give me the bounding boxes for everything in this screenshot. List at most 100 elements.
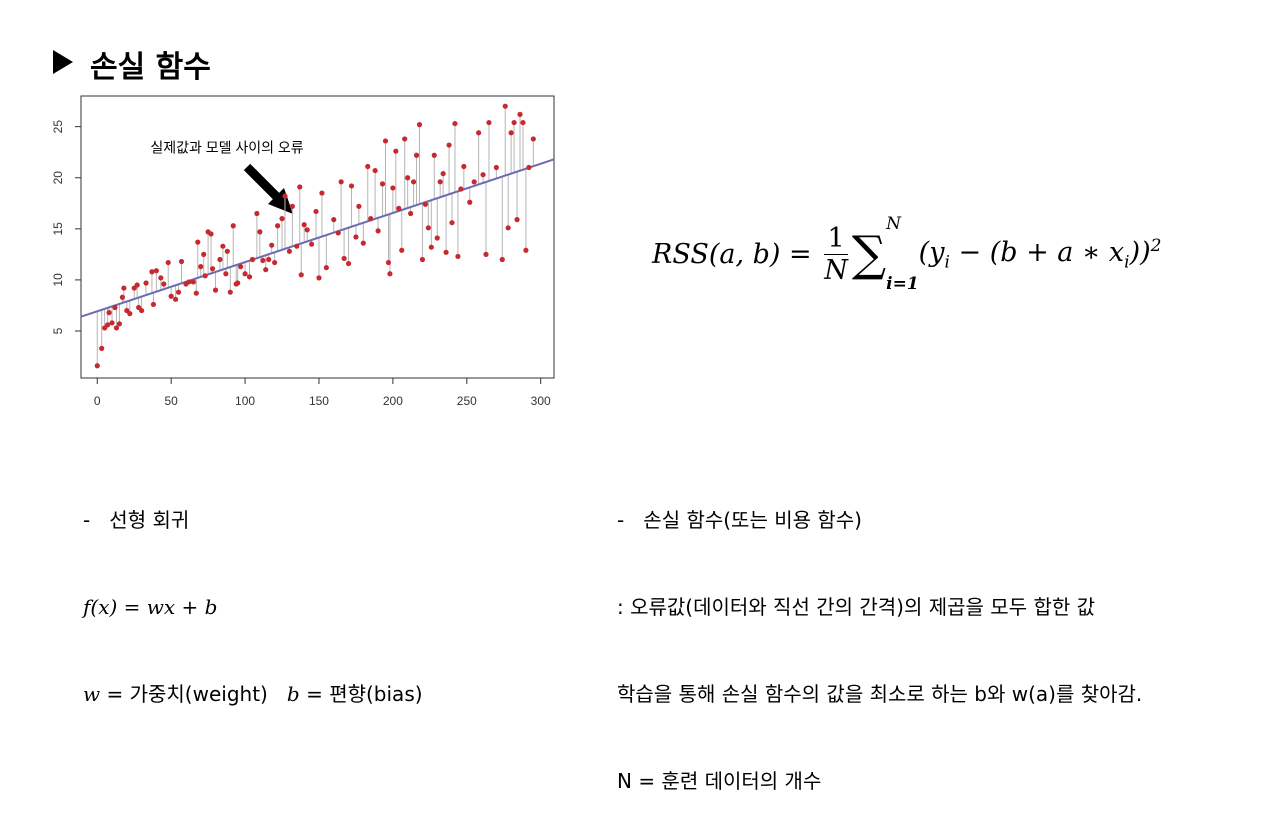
point	[331, 217, 337, 223]
point	[112, 304, 118, 311]
x-tick-label: 150	[309, 394, 329, 408]
point	[301, 222, 307, 228]
point	[399, 247, 405, 253]
y-tick-label: 10	[51, 273, 65, 287]
point	[449, 220, 455, 226]
point	[198, 264, 204, 270]
point	[269, 242, 275, 248]
annotation: 실제값과 모델 사이의 오류	[150, 140, 303, 156]
point	[511, 119, 517, 126]
point	[486, 119, 492, 126]
point	[514, 217, 520, 223]
point	[313, 208, 319, 215]
slide: 실제값과 모델 사이의 오류 0 50 100 150 200 250 300 5 10 15 20…	[51, 50, 1162, 793]
y-tick-label: 20	[51, 171, 65, 185]
point	[499, 256, 505, 263]
point	[396, 205, 402, 211]
point	[178, 258, 185, 265]
x-tick-label: 200	[383, 394, 403, 408]
w-text: = 가중치(weight)	[100, 682, 268, 706]
point	[254, 210, 260, 217]
point	[165, 259, 171, 266]
point	[161, 281, 167, 287]
right-line: : 오류값(데이터와 직선 간의 간격)의 제곱을 모두 합한 값	[617, 595, 1096, 619]
point	[410, 179, 417, 185]
point	[461, 163, 467, 170]
point	[139, 307, 145, 314]
b-symbol: b	[286, 682, 300, 706]
point	[437, 179, 443, 185]
y-tick-label: 5	[51, 327, 65, 334]
point	[393, 148, 399, 154]
point	[113, 325, 120, 331]
point	[316, 275, 322, 281]
point	[263, 267, 269, 273]
x-tick-label: 250	[457, 394, 477, 408]
point	[505, 225, 511, 231]
point	[425, 225, 431, 231]
point	[99, 345, 105, 351]
point	[508, 130, 514, 136]
point	[134, 282, 140, 288]
sigma: ∑	[851, 226, 887, 282]
point	[365, 163, 371, 170]
point	[308, 241, 315, 247]
left-block: - 선형 회귀 f(x) = wx + b w = 가중치(weight) b …	[83, 448, 423, 738]
point	[390, 185, 396, 191]
point	[523, 247, 529, 253]
point	[471, 179, 477, 185]
right-line: 학습을 통해 손실 함수의 값을 최소로 하는 b와 w(a)를 찾아감.	[617, 682, 1143, 706]
x-tick-label: 300	[531, 394, 551, 408]
upper: N	[886, 214, 902, 234]
superscript: 2	[1150, 235, 1162, 256]
point	[294, 243, 300, 249]
point	[119, 294, 125, 300]
right-line: N = 훈련 데이터의 개수	[617, 769, 822, 793]
left-heading: 선형 회귀	[109, 508, 190, 532]
point	[224, 248, 230, 254]
point	[106, 310, 112, 316]
point	[121, 285, 127, 291]
point	[190, 279, 196, 285]
point	[149, 269, 155, 275]
point	[168, 293, 174, 299]
right-block: - 손실 함수(또는 비용 함수) : 오류값(데이터와 직선 간의 간격)의 …	[617, 448, 1142, 825]
point	[173, 296, 179, 302]
numerator: 1	[824, 223, 848, 255]
lower: i=1	[886, 274, 919, 294]
point	[235, 280, 241, 286]
point	[345, 260, 352, 267]
x-tick-label: 50	[164, 394, 178, 408]
point	[517, 111, 523, 117]
point	[227, 289, 233, 295]
subscript: i	[1124, 252, 1130, 273]
point	[208, 231, 214, 237]
point	[335, 230, 341, 236]
point	[158, 275, 164, 281]
denominator: N	[824, 254, 848, 286]
point	[405, 175, 411, 181]
point	[480, 172, 486, 178]
point	[440, 171, 446, 177]
formula-part: (y	[918, 236, 945, 268]
point	[372, 167, 378, 174]
point	[246, 274, 253, 280]
point	[353, 234, 359, 240]
point	[220, 243, 226, 249]
point	[274, 223, 281, 229]
right-heading: 손실 함수(또는 비용 함수)	[643, 508, 862, 532]
point	[193, 290, 199, 296]
point	[452, 120, 458, 127]
point	[502, 103, 508, 109]
left-heading-row: - 선형 회귀	[83, 506, 423, 535]
point	[493, 164, 499, 171]
point	[202, 273, 208, 279]
point	[186, 279, 192, 285]
point	[385, 259, 392, 266]
chart: 실제값과 모델 사이의 오류 0 50 100 150 200 250 300 5 10 15 20…	[51, 50, 555, 408]
point	[467, 199, 473, 205]
point	[483, 251, 489, 257]
